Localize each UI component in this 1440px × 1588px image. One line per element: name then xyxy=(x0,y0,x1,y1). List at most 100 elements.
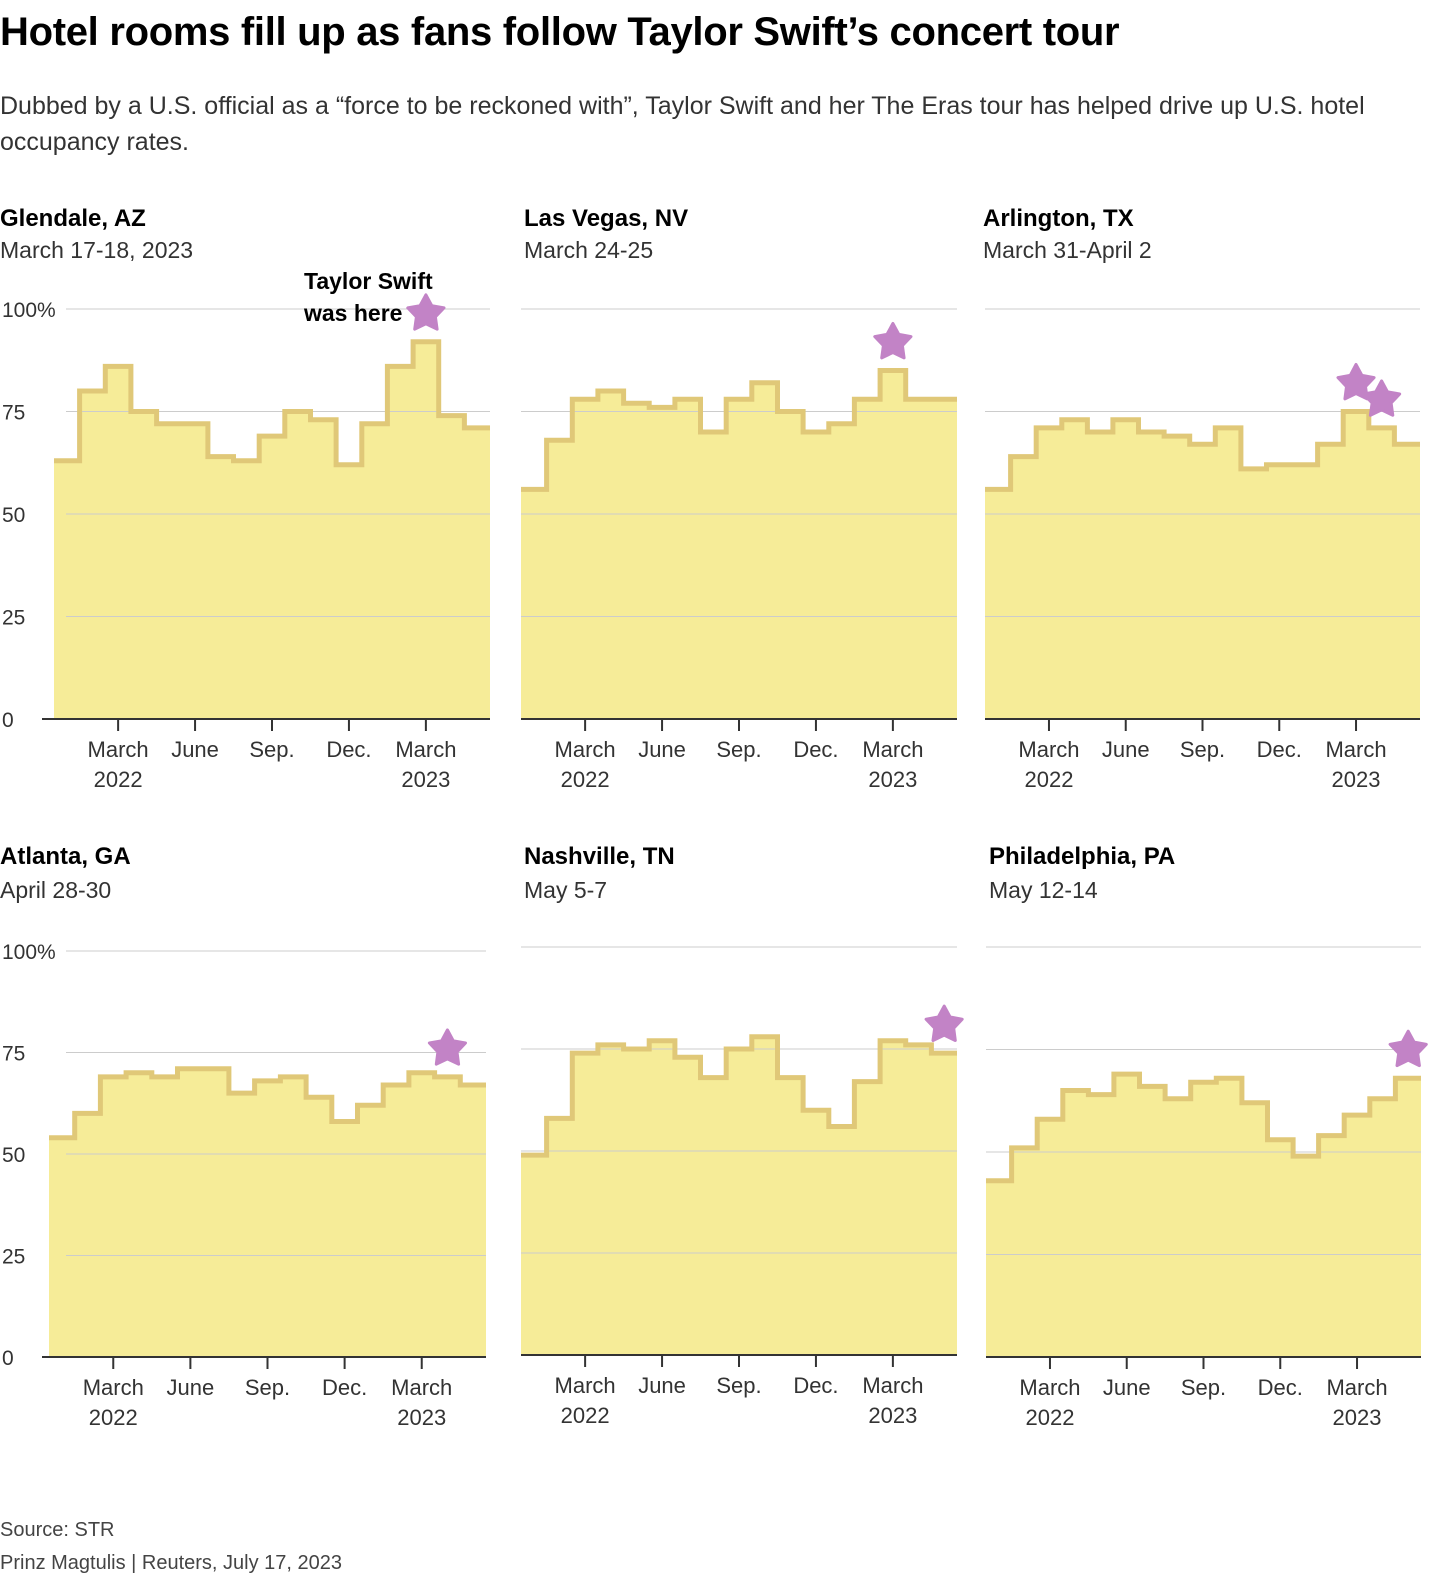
month-value-mark xyxy=(1190,444,1216,719)
month-value-mark xyxy=(1140,1086,1166,1357)
month-value-mark xyxy=(203,1069,229,1357)
occupancy-area xyxy=(521,370,957,719)
x-tick-label: March xyxy=(391,1375,452,1400)
month-value-mark xyxy=(829,424,855,719)
month-value-mark xyxy=(675,399,701,719)
star-icon xyxy=(924,1004,964,1042)
chart-title: Glendale, AZ xyxy=(0,205,146,232)
month-value-mark xyxy=(854,399,880,719)
x-tick-label: March xyxy=(862,737,923,762)
month-value-mark xyxy=(383,1085,409,1357)
occupancy-line xyxy=(54,339,490,468)
y-tick-label: 0 xyxy=(2,1347,14,1370)
occupancy-line xyxy=(986,1071,1421,1184)
x-tick-year-label: 2023 xyxy=(1332,767,1381,792)
month-value-mark xyxy=(464,428,490,719)
month-value-mark xyxy=(1087,432,1113,719)
chart-subtitle: May 5-7 xyxy=(524,877,607,903)
month-value-mark xyxy=(880,371,906,720)
month-value-mark xyxy=(54,461,80,719)
month-value-mark xyxy=(1394,444,1420,719)
month-value-mark xyxy=(49,1138,75,1357)
occupancy-area xyxy=(521,1036,957,1355)
chart-panel: Atlanta, GA April 28-30 100% 75 50 25 0 March 20… xyxy=(0,843,486,1430)
month-value-mark xyxy=(1037,1119,1063,1357)
occupancy-area xyxy=(986,1074,1421,1357)
x-tick-label: June xyxy=(1102,737,1150,762)
x-tick-label: June xyxy=(171,737,219,762)
month-value-mark xyxy=(547,440,573,719)
month-value-mark xyxy=(285,412,311,720)
occupancy-line xyxy=(985,409,1420,492)
month-value-mark xyxy=(311,420,337,719)
month-value-mark xyxy=(624,1049,650,1355)
month-value-mark xyxy=(986,1181,1012,1357)
month-value-mark xyxy=(1319,1136,1345,1357)
month-value-mark xyxy=(598,391,624,719)
annotation-label: was here xyxy=(303,300,402,326)
month-value-mark xyxy=(157,424,183,719)
month-value-mark xyxy=(931,399,957,719)
month-value-mark xyxy=(854,1082,880,1355)
x-tick-label: Dec. xyxy=(793,737,838,762)
chart-panel: Nashville, TN May 5-7 March 2022 June Sep. Dec… xyxy=(521,843,964,1428)
month-value-mark xyxy=(1369,428,1395,719)
x-tick-label: Sep. xyxy=(716,1373,761,1398)
x-tick-year-label: 2023 xyxy=(868,767,917,792)
chart-title: Arlington, TX xyxy=(983,205,1134,232)
month-value-mark xyxy=(362,424,388,719)
x-tick-label: Dec. xyxy=(322,1375,367,1400)
x-tick-label: Sep. xyxy=(1181,1375,1226,1400)
y-tick-label: 50 xyxy=(2,504,25,527)
month-value-mark xyxy=(229,1093,255,1357)
x-tick-year-label: 2023 xyxy=(1333,1405,1382,1430)
x-tick-label: June xyxy=(638,1373,686,1398)
x-tick-label: March xyxy=(1019,1375,1080,1400)
y-tick-label: 25 xyxy=(2,607,25,630)
month-value-mark xyxy=(1318,444,1344,719)
month-value-mark xyxy=(413,342,439,719)
month-value-mark xyxy=(521,1155,547,1355)
month-value-mark xyxy=(182,424,208,719)
occupancy-area xyxy=(54,341,490,719)
month-value-mark xyxy=(1343,412,1369,720)
month-value-mark xyxy=(280,1077,306,1357)
x-tick-label: March xyxy=(862,1373,923,1398)
month-value-mark xyxy=(1242,1103,1268,1357)
source-note: Source: STR xyxy=(0,1519,115,1541)
star-icon xyxy=(873,322,913,360)
credit-line: Prinz Magtulis | Reuters, July 17, 2023 xyxy=(0,1552,343,1574)
x-tick-year-label: 2022 xyxy=(1024,767,1073,792)
x-tick-year-label: 2022 xyxy=(561,1403,610,1428)
x-tick-year-label: 2022 xyxy=(94,767,143,792)
chart-panel: Las Vegas, NV March 24-25 March 2022 June Sep… xyxy=(521,205,957,792)
chart-title: Nashville, TN xyxy=(524,843,675,870)
month-value-mark xyxy=(521,489,547,719)
month-value-mark xyxy=(208,457,234,719)
month-value-mark xyxy=(1063,1091,1089,1358)
month-value-mark xyxy=(1241,469,1267,719)
x-tick-year-label: 2022 xyxy=(561,767,610,792)
y-tick-label: 25 xyxy=(2,1246,25,1269)
month-value-mark xyxy=(1268,1140,1294,1357)
occupancy-area xyxy=(49,1068,486,1357)
star-icon xyxy=(1388,1029,1428,1068)
month-value-mark xyxy=(803,1110,829,1355)
page-title: Hotel rooms fill up as fans follow Taylo… xyxy=(0,10,1120,54)
y-tick-label: 75 xyxy=(2,402,25,425)
x-tick-label: March xyxy=(83,1375,144,1400)
month-value-mark xyxy=(255,1081,281,1357)
month-value-mark xyxy=(1139,432,1165,719)
x-tick-year-label: 2023 xyxy=(397,1405,446,1430)
x-tick-label: March xyxy=(1325,737,1386,762)
month-value-mark xyxy=(598,1045,624,1355)
star-icon xyxy=(406,293,446,331)
month-value-mark xyxy=(726,1049,752,1355)
month-value-mark xyxy=(131,412,157,720)
month-value-mark xyxy=(1292,465,1318,719)
x-tick-label: Dec. xyxy=(793,1373,838,1398)
x-tick-label: Sep. xyxy=(716,737,761,762)
month-value-mark xyxy=(752,1037,778,1355)
month-value-mark xyxy=(1293,1156,1319,1357)
month-value-mark xyxy=(1267,465,1293,719)
